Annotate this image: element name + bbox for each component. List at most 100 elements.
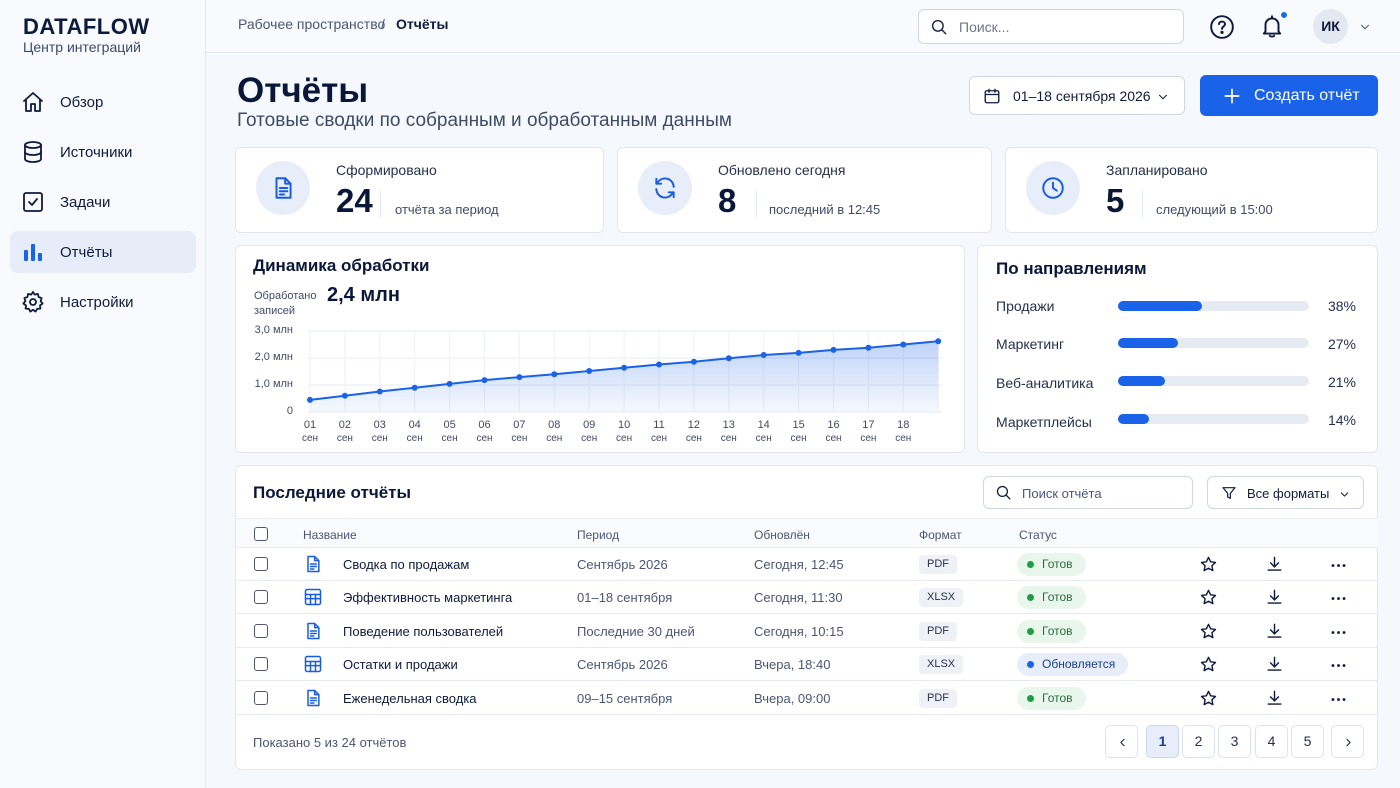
chart-point[interactable] (795, 349, 802, 356)
x-tick-sublabel: сен (301, 433, 319, 444)
chart-point[interactable] (411, 384, 418, 391)
checkbox-icon (23, 192, 43, 212)
table-row[interactable]: Эффективность маркетинга 01–18 сентября Се… (236, 581, 1378, 615)
row-checkbox[interactable] (254, 590, 268, 605)
pagination-page[interactable]: 3 (1218, 725, 1251, 758)
chart-point[interactable] (900, 341, 907, 348)
row-checkbox[interactable] (254, 557, 268, 571)
more-options-icon[interactable] (1329, 589, 1348, 608)
chart-point[interactable] (586, 367, 593, 374)
chart-point[interactable] (725, 355, 732, 362)
chart-point[interactable] (935, 338, 942, 345)
avatar[interactable]: ИК (1313, 9, 1348, 44)
row-checkbox[interactable] (254, 623, 268, 638)
recent-reports-card: Последние отчёты Все форматы Название Пе… (235, 465, 1378, 770)
pagination-page[interactable]: 1 (1146, 725, 1179, 758)
pagination-page[interactable]: 5 (1291, 725, 1324, 758)
direction-bar-fill (1118, 414, 1150, 424)
chart-point[interactable] (376, 388, 383, 395)
column-header-status[interactable]: Статус (1019, 528, 1057, 542)
chart-point[interactable] (481, 377, 488, 384)
row-checkbox[interactable] (254, 690, 268, 705)
chart-point[interactable] (865, 344, 872, 351)
sidebar-item-settings[interactable]: Настройки (10, 281, 196, 323)
more-options-icon[interactable] (1329, 556, 1348, 575)
table-row[interactable]: Еженедельная сводка 09–15 сентября Вчера, … (236, 682, 1378, 715)
chart-point[interactable] (830, 346, 837, 353)
format-filter-label: Все форматы (1247, 486, 1330, 501)
document-icon (275, 177, 292, 199)
direction-percent: 14% (1327, 412, 1356, 428)
chart-point[interactable] (307, 396, 313, 403)
sidebar-item-tasks[interactable]: Задачи (10, 181, 196, 223)
chart-point[interactable] (551, 371, 558, 378)
more-options-icon[interactable] (1329, 656, 1348, 675)
date-range-picker[interactable]: 01–18 сентября 2026 (969, 76, 1185, 115)
global-search[interactable] (918, 9, 1184, 44)
report-type-icon (303, 688, 323, 708)
format-filter[interactable]: Все форматы (1207, 476, 1364, 509)
star-icon[interactable] (1199, 655, 1218, 674)
x-tick-label: 11 (653, 419, 665, 431)
pagination-page[interactable]: 4 (1255, 725, 1288, 758)
y-tick-label: 3,0 млн (254, 324, 293, 336)
download-icon[interactable] (1265, 689, 1284, 708)
select-all-checkbox[interactable] (254, 527, 268, 541)
pagination-next[interactable] (1331, 725, 1364, 758)
help-icon[interactable] (1209, 14, 1235, 40)
y-tick-label: 1,0 млн (254, 378, 293, 390)
table-row[interactable]: Сводка по продажам Сентябрь 2026 Сегодня, … (236, 548, 1378, 581)
download-icon[interactable] (1265, 622, 1284, 641)
report-name[interactable]: Остатки и продажи (343, 657, 458, 673)
reports-search-input[interactable] (1022, 484, 1182, 502)
x-tick-label: 04 (408, 419, 421, 431)
global-search-input[interactable] (959, 17, 1169, 37)
pagination-page[interactable]: 2 (1182, 725, 1215, 758)
more-options-icon[interactable] (1329, 690, 1348, 709)
star-icon[interactable] (1199, 689, 1218, 708)
download-icon[interactable] (1265, 555, 1284, 574)
sidebar-item-sources[interactable]: Источники (10, 131, 196, 173)
create-report-button[interactable]: Создать отчёт (1200, 75, 1378, 116)
status-label: Готов (1042, 590, 1073, 605)
table-row[interactable]: Поведение пользователей Последние 30 дней… (236, 615, 1378, 648)
more-options-icon[interactable] (1329, 623, 1348, 642)
sidebar: DATAFLOW Центр интеграций Обзор Источник… (0, 0, 206, 788)
chart-point[interactable] (621, 364, 628, 371)
sidebar-item-reports[interactable]: Отчёты (10, 231, 196, 273)
report-name[interactable]: Поведение пользователей (343, 623, 504, 639)
breadcrumb-workspace[interactable]: Рабочее пространство (238, 16, 386, 32)
x-tick-sublabel: сен (860, 433, 877, 444)
chevron-down-icon (1340, 492, 1349, 497)
chart-point[interactable] (690, 358, 697, 365)
report-name[interactable]: Сводка по продажам (343, 557, 470, 572)
pagination-prev[interactable] (1105, 725, 1138, 758)
x-tick-sublabel: сен (650, 433, 668, 444)
star-icon[interactable] (1199, 588, 1218, 607)
sidebar-item-overview[interactable]: Обзор (10, 81, 196, 123)
column-header-period[interactable]: Период (577, 528, 620, 542)
chart-point[interactable] (446, 380, 453, 387)
bell-icon[interactable] (1259, 13, 1285, 39)
chart-point[interactable] (341, 392, 348, 399)
table-row[interactable]: Остатки и продажи Сентябрь 2026 Вчера, 18:… (236, 648, 1378, 682)
reports-search[interactable] (983, 476, 1193, 509)
star-icon[interactable] (1199, 555, 1218, 574)
column-header-updated[interactable]: Обновлён (754, 528, 810, 542)
chart-point[interactable] (656, 361, 662, 368)
x-tick-sublabel: сен (616, 433, 633, 444)
stat-card-generated: Сформировано 24 отчёта за период (235, 147, 604, 233)
report-name[interactable]: Еженедельная сводка (343, 690, 477, 706)
row-checkbox[interactable] (254, 657, 268, 672)
star-icon[interactable] (1199, 622, 1218, 641)
download-icon[interactable] (1265, 655, 1284, 674)
report-name[interactable]: Эффективность маркетинга (343, 590, 513, 606)
column-header-name[interactable]: Название (303, 528, 357, 542)
download-icon[interactable] (1265, 588, 1284, 607)
direction-percent: 38% (1327, 298, 1356, 314)
chart-point[interactable] (516, 374, 523, 381)
chart-point[interactable] (760, 352, 767, 359)
document-icon (307, 555, 320, 573)
chevron-down-icon[interactable] (1358, 20, 1372, 34)
column-header-format[interactable]: Формат (919, 528, 962, 542)
